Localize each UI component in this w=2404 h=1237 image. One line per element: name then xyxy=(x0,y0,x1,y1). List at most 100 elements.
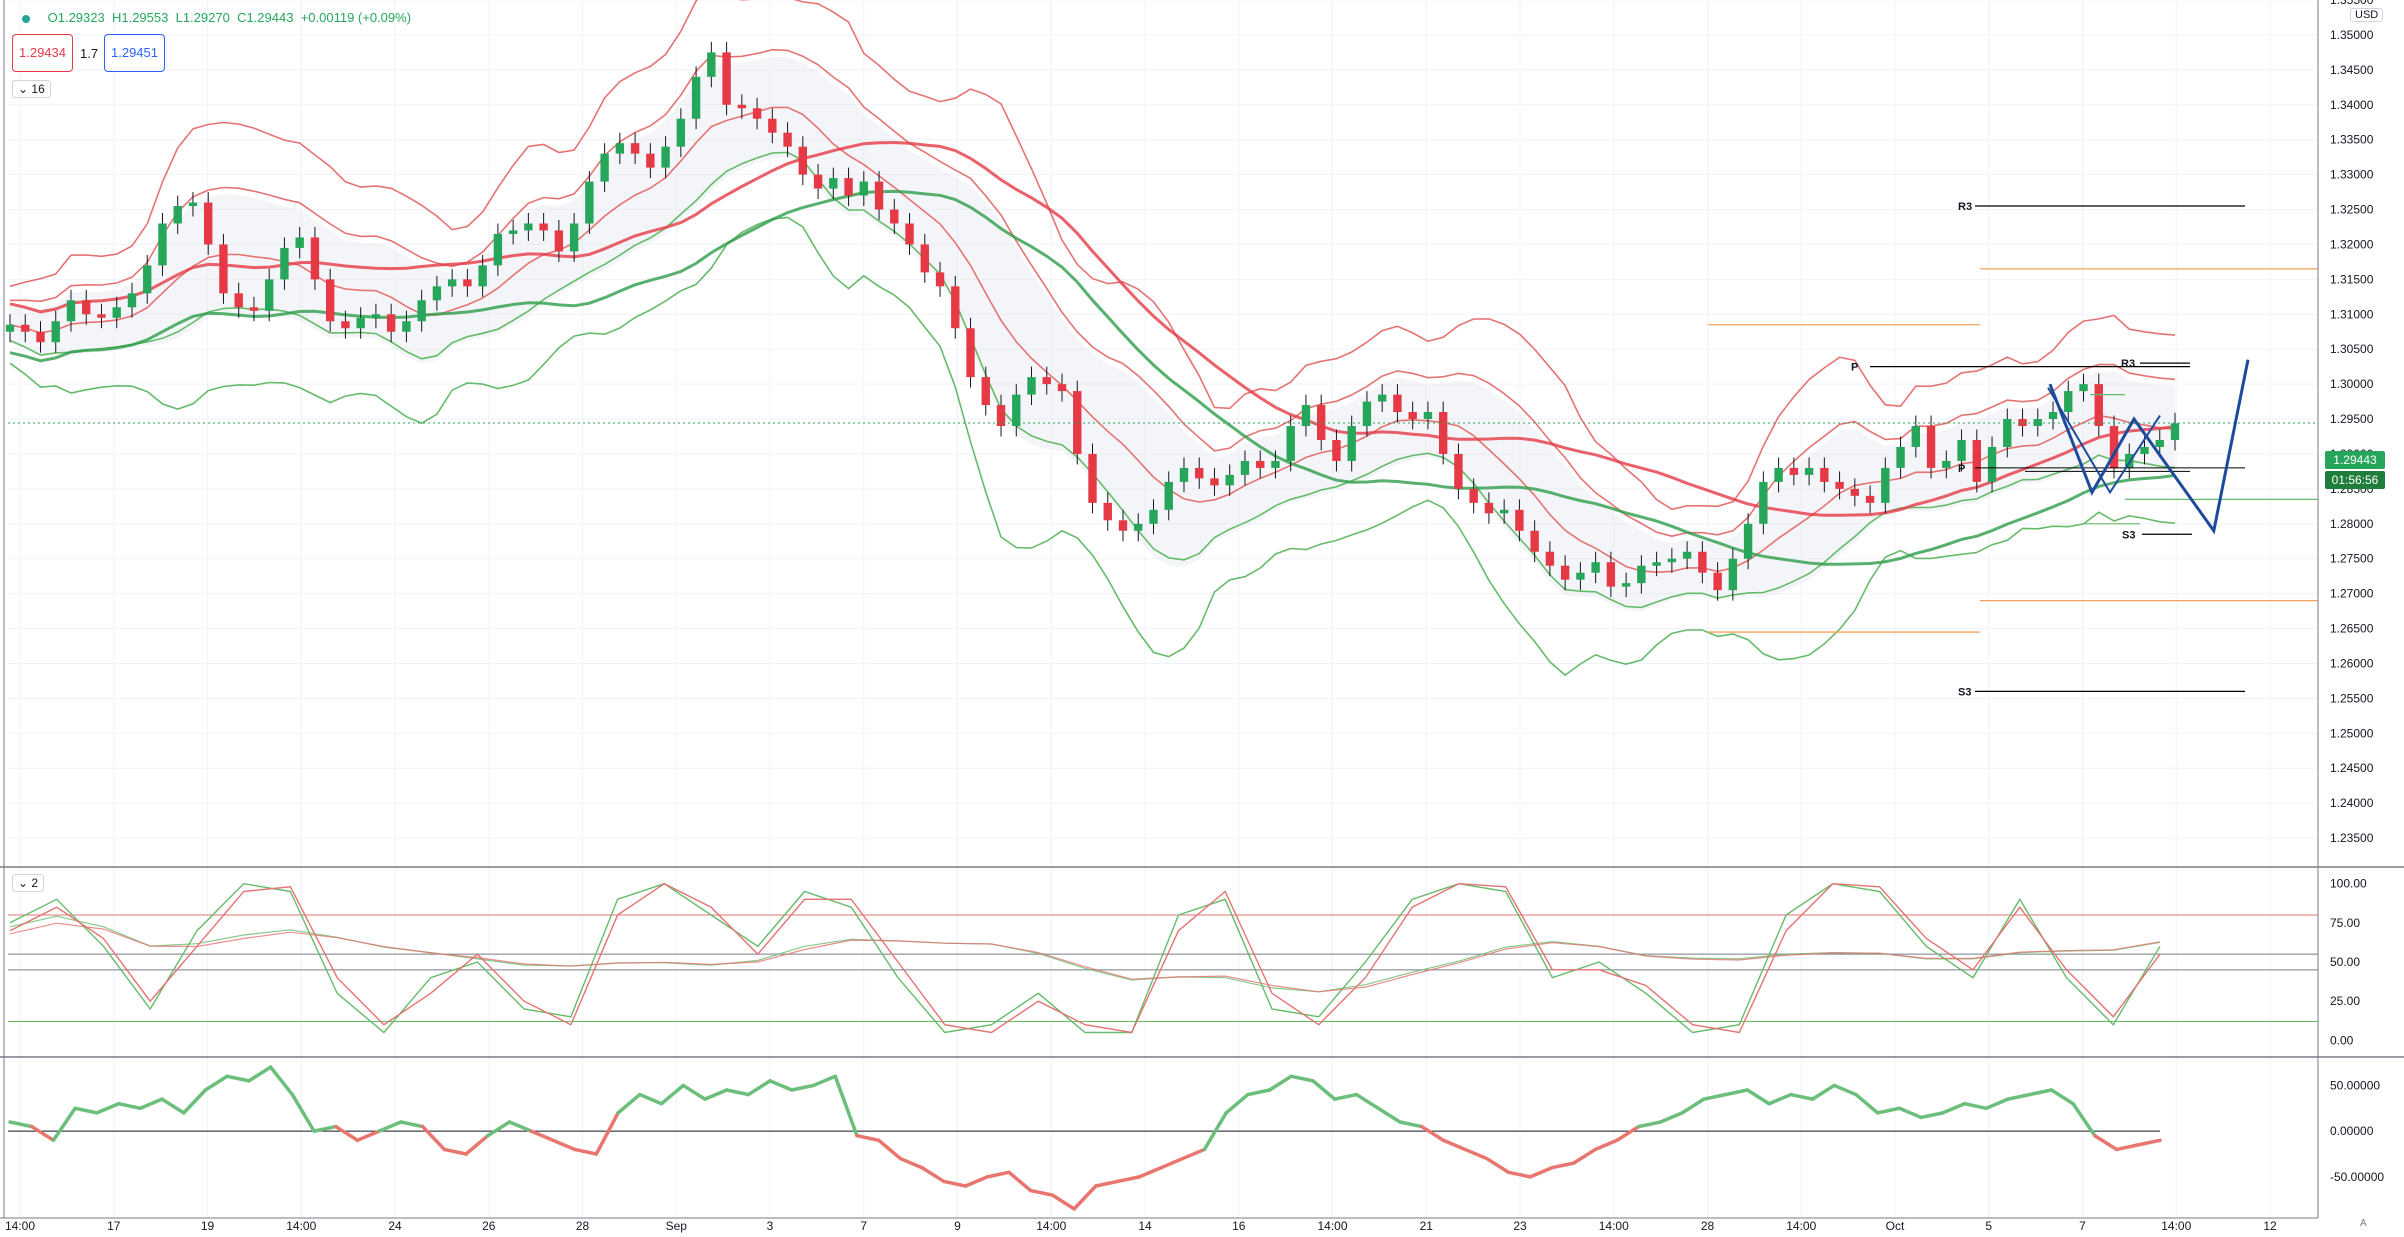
pivot-r3-daily-label: R3 xyxy=(2121,358,2135,370)
osc-segment xyxy=(290,1092,316,1133)
candle-up xyxy=(1957,439,1966,461)
upper-band-inner xyxy=(10,48,2176,538)
candle-down xyxy=(341,321,350,329)
osc-panel-toggle[interactable]: ⌄ 2 xyxy=(12,874,45,892)
lower-band-outer xyxy=(9,216,2176,677)
candle-down xyxy=(951,286,960,329)
buy-button[interactable]: 1.29451 xyxy=(104,34,165,72)
currency-label[interactable]: USD xyxy=(2350,8,2384,22)
candle-down xyxy=(966,328,975,378)
osc-segment xyxy=(1115,1175,1142,1184)
pivot-s3-weekly-label: S3 xyxy=(1958,686,1971,698)
candle-up xyxy=(417,300,426,322)
candle-down xyxy=(1042,377,1051,385)
candle-down xyxy=(813,174,823,189)
legend-close: C1.29443 xyxy=(237,10,294,25)
candle-up xyxy=(661,146,670,168)
candle-up xyxy=(1423,412,1433,420)
time-tick-label: 14:00 xyxy=(2161,1219,2191,1233)
osc-segment xyxy=(1702,1092,1728,1101)
osc-segment xyxy=(420,1124,447,1152)
stoch-rsi-panel[interactable] xyxy=(8,882,2318,1034)
osc-segment xyxy=(1680,1097,1706,1115)
candle-down xyxy=(204,202,213,245)
osc-segment xyxy=(898,1156,924,1170)
time-tick-label: 12 xyxy=(2263,1219,2277,1233)
osc-segment xyxy=(334,1124,360,1143)
osc-segment xyxy=(1332,1092,1359,1101)
time-tick-label: 23 xyxy=(1513,1219,1527,1233)
autoscale-button[interactable]: A xyxy=(2360,1218,2367,1229)
time-tick-label: Sep xyxy=(666,1219,688,1233)
osc-segment xyxy=(2027,1088,2054,1097)
candle-down xyxy=(539,223,548,231)
candle-down xyxy=(996,405,1006,427)
pivot-r3-weekly-label: R3 xyxy=(1958,201,1972,213)
candle-down xyxy=(2109,426,2119,468)
candle-up xyxy=(402,321,411,332)
osc-segment xyxy=(1159,1156,1185,1170)
candle-down xyxy=(1865,495,1875,503)
price-tick-label: 1.26000 xyxy=(2330,656,2374,670)
osc-segment xyxy=(2049,1088,2075,1106)
osc-segment xyxy=(1528,1165,1554,1179)
candle-down xyxy=(905,223,914,245)
candle-down xyxy=(1515,509,1524,531)
time-tick-label: 28 xyxy=(576,1219,590,1233)
candle-up xyxy=(1240,460,1250,475)
candle-up xyxy=(569,223,579,252)
time-tick-label: 7 xyxy=(860,1219,867,1233)
price-tick-label: 1.24500 xyxy=(2330,761,2374,775)
osc-segment xyxy=(1180,1147,1207,1161)
candle-down xyxy=(1393,394,1402,413)
osc-segment xyxy=(1571,1147,1598,1165)
legend-change: +0.00119 (+0.09%) xyxy=(300,10,412,25)
status-dot-icon xyxy=(22,14,30,23)
osc-segment xyxy=(464,1133,490,1156)
candle-up xyxy=(1576,572,1585,580)
stoch-tick-label: 75.00 xyxy=(2330,916,2360,930)
osc-segment xyxy=(2093,1133,2119,1152)
candle-down xyxy=(386,314,396,332)
osc-tick-label: 50.00000 xyxy=(2330,1078,2380,1092)
osc-segment xyxy=(1289,1074,1315,1083)
candle-down xyxy=(630,143,640,154)
candle-up xyxy=(615,143,625,154)
candle-up xyxy=(2125,453,2134,468)
price-tick-label: 1.28000 xyxy=(2330,517,2374,531)
osc-segment xyxy=(1028,1188,1055,1197)
candle-up xyxy=(508,230,518,234)
indicators-toggle[interactable]: ⌄ 16 xyxy=(12,80,51,98)
candle-up xyxy=(143,265,152,294)
osc-segment xyxy=(486,1120,512,1138)
osc-segment xyxy=(51,1106,77,1143)
candle-down xyxy=(21,324,30,332)
stoch-tick-label: 50.00 xyxy=(2330,955,2360,969)
candle-up xyxy=(676,118,686,147)
candle-up xyxy=(1164,481,1173,510)
candle-down xyxy=(981,377,990,406)
osc-segment xyxy=(1875,1106,1902,1115)
price-tick-label: 1.26500 xyxy=(2330,622,2374,636)
candle-down xyxy=(1195,467,1204,479)
candle-down xyxy=(1545,551,1555,566)
osc-segment xyxy=(225,1074,251,1083)
legend-high: H1.29553 xyxy=(111,10,169,25)
stoch-tick-label: 100.00 xyxy=(2330,877,2367,891)
legend-low: L1.29270 xyxy=(175,10,230,25)
candle-down xyxy=(935,272,945,287)
osc-segment xyxy=(355,1129,381,1143)
candle-down xyxy=(1408,412,1417,420)
price-panel[interactable]: R3 S3 P R3 P S3 xyxy=(5,0,2318,698)
candle-up xyxy=(188,202,198,207)
price-tick-label: 1.33000 xyxy=(2330,168,2374,182)
sell-button[interactable]: 1.29434 xyxy=(12,34,73,72)
indicators-count: 16 xyxy=(31,82,45,96)
candle-up xyxy=(1362,401,1372,427)
candle-up xyxy=(585,181,594,224)
candle-down xyxy=(554,230,564,252)
stoch-tick-label: 0.00 xyxy=(2330,1033,2354,1047)
candle-down xyxy=(890,209,899,224)
oscillator-panel[interactable] xyxy=(8,1065,2162,1211)
